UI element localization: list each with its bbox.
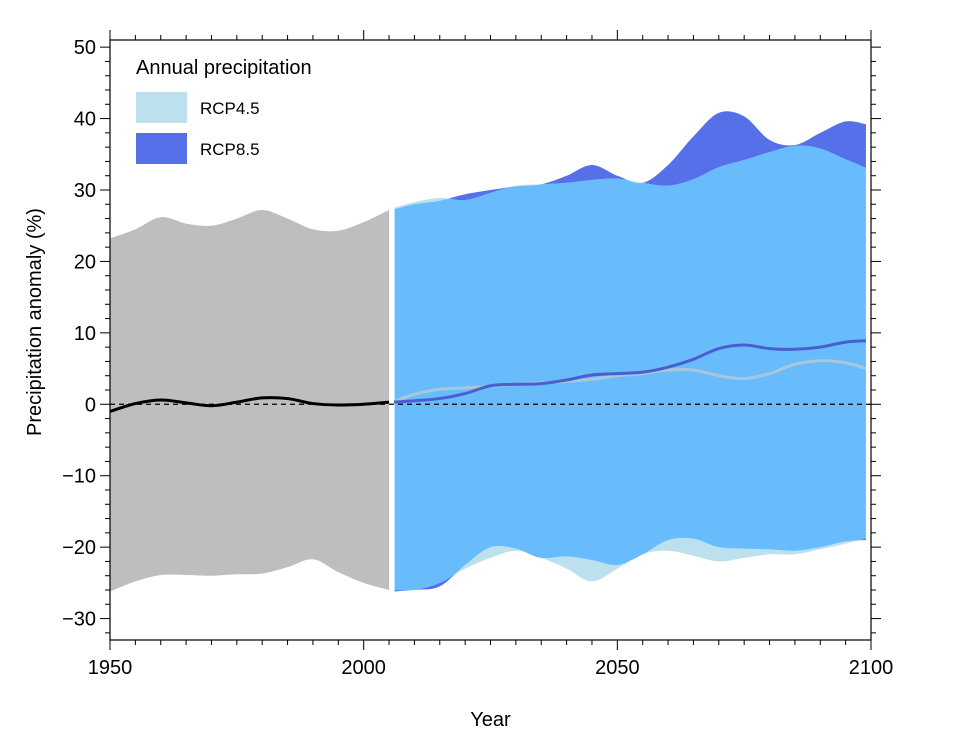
line-layer <box>110 339 871 413</box>
x-tick-label: 2100 <box>849 657 894 679</box>
x-tick-label: 2000 <box>341 657 386 679</box>
y-tick-label: 50 <box>74 37 96 59</box>
tick-labels: −30 −20 −10 0 10 20 30 40 50 1950 2000 2050 2100 <box>62 37 893 679</box>
rcp85-mean-line <box>394 339 867 404</box>
rcp45-mean-line <box>393 359 867 403</box>
legend-label-rcp85: RCP8.5 <box>200 140 260 159</box>
y-axis-title: Precipitation anomaly (%) <box>24 208 46 436</box>
x-axis-title: Year <box>470 709 511 731</box>
band-layer <box>110 40 869 640</box>
legend: Annual precipitation RCP4.5 RCP8.5 <box>136 57 312 164</box>
plot-area <box>110 40 871 640</box>
y-tick-label: −10 <box>62 466 96 488</box>
x-tick-label: 2050 <box>595 657 640 679</box>
y-tick-label: 40 <box>74 109 96 131</box>
x-tick-label: 1950 <box>88 657 133 679</box>
y-tick-label: 20 <box>74 251 96 273</box>
y-tick-label: 10 <box>74 323 96 345</box>
tick-marks <box>100 30 881 650</box>
legend-swatch-rcp85 <box>136 133 187 164</box>
legend-swatch-rcp45 <box>136 92 187 123</box>
y-tick-label: 0 <box>85 394 96 416</box>
y-tick-label: 30 <box>74 180 96 202</box>
y-tick-label: −30 <box>62 609 96 631</box>
legend-title: Annual precipitation <box>136 57 312 79</box>
y-tick-label: −20 <box>62 537 96 559</box>
legend-label-rcp45: RCP4.5 <box>200 99 260 118</box>
historical-mean-line <box>110 396 390 413</box>
overlap-band <box>394 145 866 591</box>
